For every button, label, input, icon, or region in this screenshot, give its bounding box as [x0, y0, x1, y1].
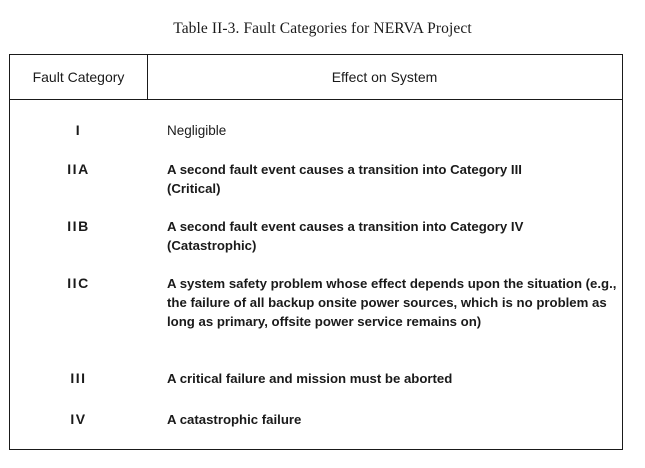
row-4-effect: A system safety problem whose effect dep…	[167, 276, 617, 329]
header-column-divider	[147, 55, 148, 99]
table-header-row: Fault Category Effect on System	[10, 55, 622, 100]
header-effect-on-system: Effect on System	[331, 69, 438, 85]
row-3-category: IIB	[67, 218, 90, 234]
row-6-category: IV	[70, 411, 87, 427]
row-1-category: I	[75, 122, 82, 138]
row-4-category: IIC	[67, 275, 90, 291]
row-2-category: IIA	[67, 161, 90, 177]
fault-category-table: Fault Category Effect on System I Neglig…	[9, 54, 623, 450]
row-5-category: III	[70, 370, 87, 386]
row-3-effect: A second fault event causes a transition…	[167, 219, 524, 253]
row-5-effect: A critical failure and mission must be a…	[167, 371, 453, 386]
row-1-effect: Negligible	[167, 123, 227, 138]
row-6-effect: A catastrophic failure	[167, 412, 302, 427]
row-2-effect: A second fault event causes a transition…	[167, 162, 522, 196]
table-caption: Table II-3. Fault Categories for NERVA P…	[173, 20, 472, 37]
header-fault-category: Fault Category	[32, 69, 125, 85]
